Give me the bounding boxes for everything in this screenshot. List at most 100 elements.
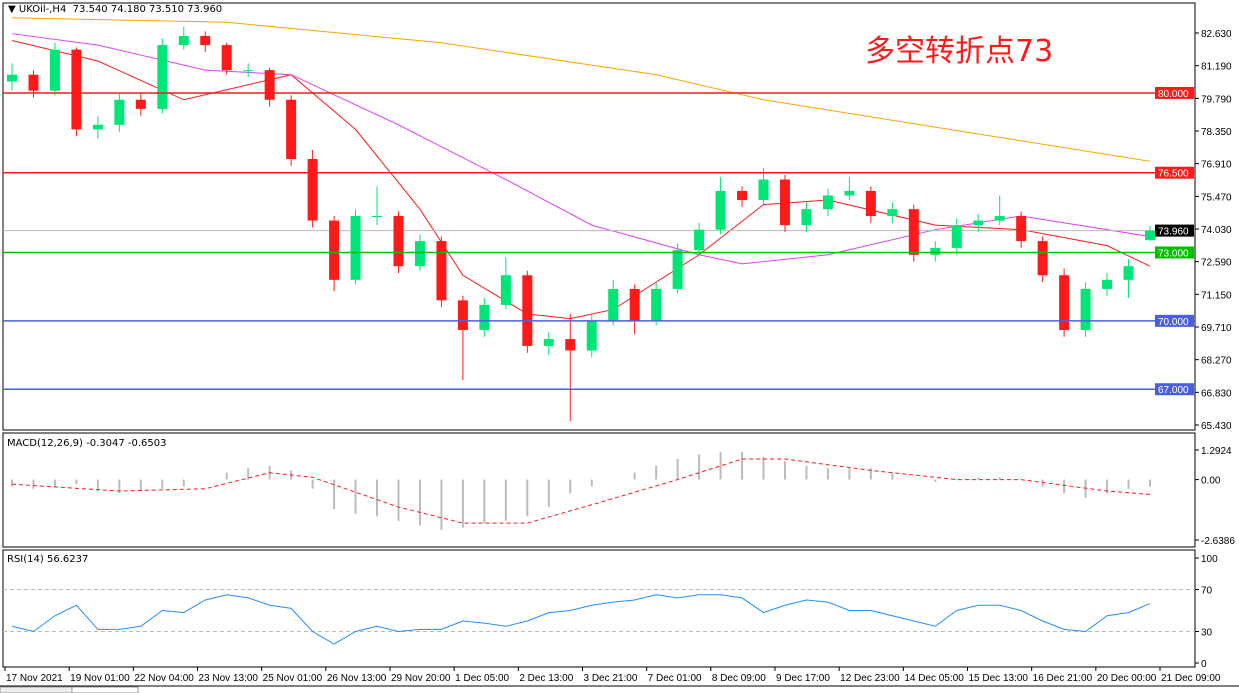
- rsi-title: RSI(14) 56.6237: [7, 554, 89, 565]
- rsi-y-tick-label: 70: [1201, 586, 1213, 597]
- level-label: 73.000: [1158, 248, 1189, 259]
- candle-body: [865, 190, 876, 217]
- candle-body: [157, 45, 168, 109]
- level-label-box: [1155, 166, 1194, 179]
- x-tick-label: 22 Nov 04:00: [134, 673, 194, 684]
- y-tick-label: 75.470: [1201, 192, 1232, 203]
- moving-average-line: [11, 33, 1151, 265]
- candle-body: [329, 220, 340, 280]
- candle-body: [1059, 275, 1070, 330]
- candle-body: [135, 99, 146, 109]
- macd-y-tick-label: -2.6386: [1201, 536, 1235, 547]
- candle-body: [651, 288, 662, 321]
- x-tick-label: 20 Dec 00:00: [1097, 673, 1157, 684]
- x-tick-label: 9 Dec 17:00: [776, 673, 830, 684]
- moving-average-line: [11, 40, 1151, 320]
- y-tick-label: 74.030: [1201, 225, 1232, 236]
- candle-body: [543, 339, 554, 346]
- candle-body: [28, 74, 39, 91]
- candle-body: [930, 247, 941, 255]
- candle-body: [844, 190, 855, 196]
- rsi-y-tick-label: 30: [1201, 628, 1213, 639]
- candle-body: [479, 304, 490, 330]
- y-tick-label: 78.350: [1201, 127, 1232, 138]
- rsi-line: [11, 594, 1151, 645]
- candle-body: [608, 288, 619, 321]
- candle-body: [286, 99, 297, 160]
- level-label-box: [1155, 383, 1194, 396]
- macd-y-tick-label: 1.2924: [1201, 446, 1232, 457]
- x-tick-label: 7 Dec 01:00: [648, 673, 702, 684]
- rsi-y-tick-label: 100: [1201, 554, 1218, 565]
- candle-body: [350, 216, 361, 280]
- level-label: 76.500: [1158, 169, 1189, 180]
- candle-body: [114, 99, 125, 125]
- y-tick-label: 69.710: [1201, 323, 1232, 334]
- y-tick-label: 72.590: [1201, 258, 1232, 269]
- candle-body: [694, 229, 705, 251]
- candle-body: [49, 49, 60, 91]
- candle-body: [264, 70, 275, 100]
- annotation-text: 多空转折点73: [865, 34, 1054, 69]
- candle-body: [737, 190, 748, 201]
- level-label: 67.000: [1158, 385, 1189, 396]
- y-tick-label: 82.630: [1201, 29, 1232, 40]
- candle-body: [457, 300, 468, 330]
- x-tick-label: 2 Dec 13:00: [519, 673, 573, 684]
- candle-body: [1037, 241, 1048, 276]
- candle-body: [393, 216, 404, 267]
- level-label-box: [1155, 314, 1194, 327]
- candle-body: [672, 250, 683, 289]
- x-tick-label: 1 Dec 05:00: [455, 673, 509, 684]
- x-tick-label: 8 Dec 09:00: [712, 673, 766, 684]
- candle-body: [908, 209, 919, 255]
- x-tick-label: 16 Dec 21:00: [1033, 673, 1093, 684]
- x-tick-label: 17 Nov 2021: [6, 673, 63, 684]
- y-tick-label: 68.270: [1201, 356, 1232, 367]
- candle-body: [565, 339, 576, 351]
- moving-average-line: [11, 17, 1151, 162]
- candle-body: [994, 216, 1005, 221]
- current-price-box: [1155, 224, 1194, 237]
- candle-body: [243, 70, 254, 72]
- macd-y-tick-label: 0.00: [1201, 476, 1221, 487]
- x-tick-label: 19 Nov 01:00: [70, 673, 130, 684]
- candle-body: [92, 124, 103, 130]
- level-label: 80.000: [1158, 89, 1189, 100]
- y-tick-label: 65.430: [1201, 421, 1232, 432]
- current-price-label: 73.960: [1158, 227, 1189, 238]
- x-tick-label: 14 Dec 05:00: [904, 673, 964, 684]
- collapse-triangle-icon[interactable]: ▼: [8, 4, 19, 15]
- candle-body: [1102, 279, 1113, 289]
- y-tick-label: 71.150: [1201, 290, 1232, 301]
- chart-tab: [71, 686, 139, 693]
- candle-body: [307, 159, 318, 221]
- macd-signal-line: [11, 458, 1151, 524]
- x-tick-label: 23 Nov 13:00: [199, 673, 259, 684]
- y-tick-label: 81.190: [1201, 62, 1232, 73]
- candle-body: [758, 179, 769, 201]
- main-pane-frame: [2, 2, 1196, 431]
- y-tick-label: 79.790: [1201, 94, 1232, 105]
- candle-body: [7, 74, 17, 82]
- x-tick-label: 15 Dec 13:00: [969, 673, 1029, 684]
- level-label-box: [1155, 86, 1194, 99]
- ohlc-values: 73.540 74.180 73.510 73.960: [72, 4, 223, 15]
- candle-body: [71, 49, 82, 130]
- candle-body: [1123, 266, 1134, 280]
- y-tick-label: 66.830: [1201, 388, 1232, 399]
- candle-body: [586, 320, 597, 351]
- candle-body: [715, 190, 726, 230]
- candle-body: [221, 45, 232, 71]
- x-tick-label: 3 Dec 21:00: [584, 673, 638, 684]
- x-tick-label: 21 Dec 09:00: [1161, 673, 1221, 684]
- candle-body: [629, 288, 640, 321]
- candle-body: [951, 225, 962, 248]
- candle-body: [522, 275, 533, 346]
- symbol-header: ▼ UKOil-,H4 73.540 74.180 73.510 73.960: [8, 4, 222, 15]
- macd-pane-frame: [2, 432, 1196, 548]
- macd-title: MACD(12,26,9) -0.3047 -0.6503: [7, 438, 167, 449]
- candle-body: [973, 220, 984, 226]
- candle-body: [178, 35, 189, 46]
- candle-body: [779, 179, 790, 226]
